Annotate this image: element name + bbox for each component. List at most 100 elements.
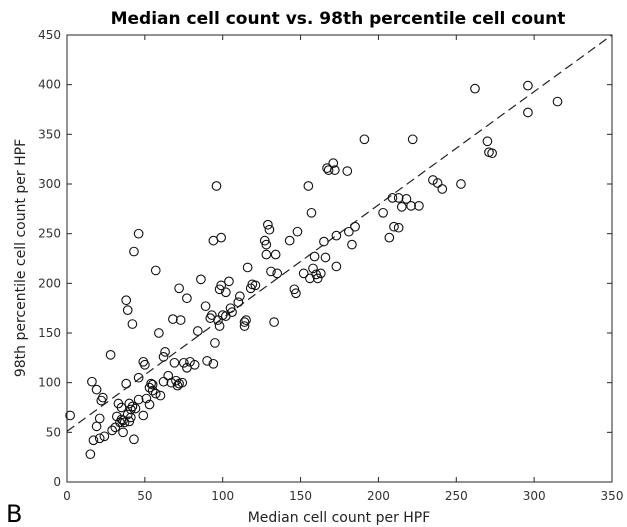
data-point bbox=[331, 261, 342, 272]
data-point bbox=[178, 357, 189, 368]
y-tick-label: 350 bbox=[38, 127, 61, 141]
data-point bbox=[146, 378, 156, 389]
data-point bbox=[141, 393, 152, 404]
data-point bbox=[284, 235, 295, 246]
data-point bbox=[196, 274, 206, 285]
data-point bbox=[227, 307, 237, 317]
data-point bbox=[182, 293, 192, 304]
data-point bbox=[200, 301, 211, 312]
data-point bbox=[306, 207, 317, 218]
data-point bbox=[552, 96, 563, 107]
data-point bbox=[350, 221, 360, 232]
data-point bbox=[125, 412, 136, 423]
data-point bbox=[211, 181, 222, 191]
data-point bbox=[210, 338, 220, 348]
data-point bbox=[272, 268, 283, 279]
data-point bbox=[239, 317, 250, 327]
data-point bbox=[121, 295, 132, 306]
x-tick-label: 250 bbox=[445, 489, 468, 503]
data-point bbox=[65, 410, 75, 421]
data-point bbox=[138, 410, 149, 421]
y-tick-label: 300 bbox=[38, 177, 61, 191]
data-point bbox=[482, 136, 493, 147]
x-tick-label: 300 bbox=[523, 489, 546, 503]
data-point bbox=[387, 193, 398, 203]
y-tick-label: 100 bbox=[38, 376, 61, 390]
data-point bbox=[177, 377, 188, 388]
data-point bbox=[140, 359, 150, 370]
data-point bbox=[428, 175, 438, 185]
data-point bbox=[291, 288, 301, 299]
data-point bbox=[172, 380, 183, 391]
data-point bbox=[456, 179, 466, 189]
data-point bbox=[396, 201, 407, 212]
data-point bbox=[393, 193, 404, 203]
data-point bbox=[147, 385, 158, 396]
data-point bbox=[87, 376, 97, 387]
data-point bbox=[150, 265, 161, 276]
data-point bbox=[189, 359, 200, 370]
data-point bbox=[378, 207, 388, 218]
data-point bbox=[359, 134, 370, 145]
data-point bbox=[233, 297, 244, 308]
data-points bbox=[65, 80, 563, 460]
data-point bbox=[127, 401, 138, 412]
data-point bbox=[214, 321, 225, 331]
data-point bbox=[389, 221, 399, 232]
data-point bbox=[158, 351, 169, 362]
data-point bbox=[127, 319, 138, 329]
data-point bbox=[133, 372, 144, 383]
data-point bbox=[331, 230, 342, 241]
data-point bbox=[263, 219, 273, 230]
data-point bbox=[329, 165, 340, 175]
data-point bbox=[122, 409, 133, 420]
data-point bbox=[308, 263, 318, 274]
y-tick-label: 400 bbox=[38, 78, 61, 92]
x-tick-label: 50 bbox=[137, 489, 152, 503]
data-point bbox=[234, 291, 245, 302]
data-point bbox=[166, 377, 177, 388]
data-point bbox=[88, 435, 99, 446]
data-point bbox=[174, 283, 184, 294]
data-point bbox=[130, 403, 141, 414]
data-point bbox=[470, 83, 480, 94]
y-axis-label: 98th percentile cell count per HPF bbox=[13, 139, 29, 377]
data-point bbox=[216, 280, 227, 291]
x-tick-label: 150 bbox=[289, 489, 312, 503]
x-tick-label: 0 bbox=[63, 489, 71, 503]
data-point bbox=[393, 222, 404, 233]
y-tick-label: 200 bbox=[38, 276, 61, 290]
data-point bbox=[264, 224, 275, 235]
x-tick-label: 200 bbox=[367, 489, 390, 503]
data-point bbox=[147, 379, 158, 390]
data-point bbox=[319, 236, 329, 247]
data-point bbox=[160, 347, 170, 357]
data-point bbox=[437, 184, 448, 194]
data-point bbox=[124, 398, 135, 409]
data-point bbox=[175, 315, 186, 325]
data-point bbox=[242, 262, 253, 273]
data-point bbox=[343, 226, 354, 237]
plot-frame bbox=[66, 34, 613, 483]
chart-title: Median cell count vs. 98th percentile ce… bbox=[111, 9, 566, 29]
data-point bbox=[129, 246, 139, 257]
data-point bbox=[97, 392, 108, 403]
x-axis-label: Median cell count per HPF bbox=[248, 510, 431, 526]
data-point bbox=[169, 357, 180, 368]
data-point bbox=[91, 421, 102, 432]
data-point bbox=[312, 273, 323, 284]
data-point bbox=[239, 321, 250, 331]
data-point bbox=[94, 413, 105, 424]
data-point bbox=[241, 315, 251, 325]
data-point bbox=[487, 148, 497, 159]
data-point bbox=[269, 317, 279, 327]
data-point bbox=[118, 427, 128, 438]
data-point bbox=[122, 305, 133, 316]
data-point bbox=[158, 376, 169, 387]
data-point bbox=[406, 201, 416, 211]
data-point bbox=[91, 384, 102, 395]
data-point bbox=[155, 390, 166, 401]
data-point bbox=[168, 314, 178, 324]
data-point bbox=[150, 388, 161, 399]
